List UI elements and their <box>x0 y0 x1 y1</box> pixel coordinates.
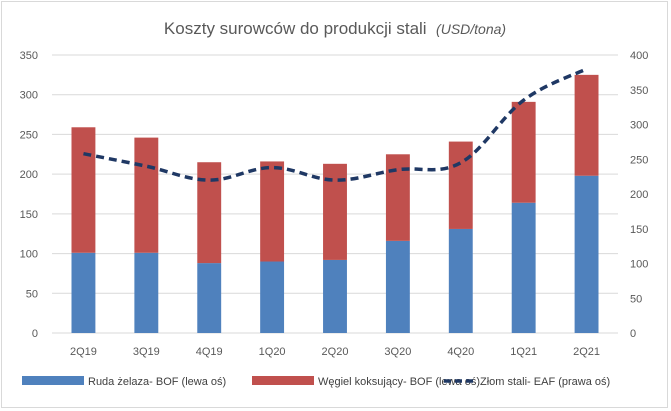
legend-label: Ruda żelaza- BOF (lewa oś) <box>88 376 226 388</box>
bar-ruda-zelaza <box>323 259 347 333</box>
x-tick-label: 2Q20 <box>322 346 349 358</box>
y-left-tick-label: 150 <box>20 209 38 221</box>
x-tick-label: 4Q20 <box>447 346 474 358</box>
y-left-tick-label: 200 <box>20 169 38 181</box>
x-tick-label: 3Q20 <box>384 346 411 358</box>
x-tick-label: 4Q19 <box>196 346 223 358</box>
bar-wegiel-koksujacy <box>197 162 222 264</box>
y-right-tick-label: 0 <box>630 328 636 340</box>
bar-wegiel-koksujacy <box>385 154 410 241</box>
legend-label: Węgiel koksujący- BOF (lewa oś) <box>318 376 480 388</box>
bar-wegiel-koksujacy <box>574 74 599 176</box>
bar-wegiel-koksujacy <box>448 141 473 229</box>
y-left-tick-label: 350 <box>20 50 38 62</box>
bar-wegiel-koksujacy <box>511 101 536 203</box>
y-left-tick-label: 250 <box>20 129 38 141</box>
bar-ruda-zelaza <box>134 252 159 333</box>
legend-layer: Ruda żelaza- BOF (lewa oś) Węgiel koksują… <box>22 376 610 388</box>
chart-title: Koszty surowców do produkcji stali (USD/… <box>164 19 506 38</box>
bar-ruda-zelaza <box>260 261 285 333</box>
bar-wegiel-koksujacy <box>323 163 347 260</box>
x-tick-label: 2Q21 <box>573 346 600 358</box>
legend-label: Złom stali- EAF (prawa oś) <box>480 376 610 388</box>
axis-layer: 0 50 100 150 200 250 300 350 0 50 100 150 200 250 300 3… <box>20 50 649 358</box>
y-right-tick-label: 100 <box>630 259 648 271</box>
y-right-tick-label: 50 <box>630 293 642 305</box>
y-right-tick-label: 250 <box>630 154 648 166</box>
chart-title-unit: (USD/tona) <box>436 21 506 37</box>
legend-item: Ruda żelaza- BOF (lewa oś) <box>22 376 226 388</box>
y-left-tick-label: 0 <box>32 328 38 340</box>
y-right-tick-label: 300 <box>630 120 648 132</box>
legend-item: Złom stali- EAF (prawa oś) <box>444 376 610 388</box>
y-left-tick-label: 100 <box>20 249 38 261</box>
legend-swatch-bar <box>252 376 314 385</box>
y-right-tick-label: 400 <box>630 50 648 62</box>
x-tick-label: 1Q21 <box>510 346 537 358</box>
chart-title-main: Koszty surowców do produkcji stali <box>164 19 427 38</box>
x-tick-label: 1Q20 <box>259 346 286 358</box>
bar-ruda-zelaza <box>448 228 473 333</box>
legend-swatch-bar <box>22 376 84 385</box>
y-right-tick-label: 350 <box>630 85 648 97</box>
bar-wegiel-koksujacy <box>71 127 96 253</box>
bars-layer <box>71 74 599 333</box>
y-left-tick-label: 50 <box>26 288 38 300</box>
bar-ruda-zelaza <box>197 263 222 333</box>
bar-wegiel-koksujacy <box>260 161 285 262</box>
bar-ruda-zelaza <box>385 240 410 333</box>
y-right-tick-label: 150 <box>630 224 648 236</box>
legend-item: Węgiel koksujący- BOF (lewa oś) <box>252 376 480 388</box>
bar-ruda-zelaza <box>574 175 599 333</box>
line-zlom-stali <box>83 67 588 182</box>
bar-ruda-zelaza <box>71 252 96 333</box>
x-tick-label: 2Q19 <box>70 346 97 358</box>
bar-ruda-zelaza <box>511 202 536 333</box>
line-layer <box>83 67 588 182</box>
x-tick-label: 3Q19 <box>133 346 160 358</box>
y-right-tick-label: 200 <box>630 189 648 201</box>
y-left-tick-label: 300 <box>20 90 38 102</box>
bar-wegiel-koksujacy <box>134 137 159 253</box>
